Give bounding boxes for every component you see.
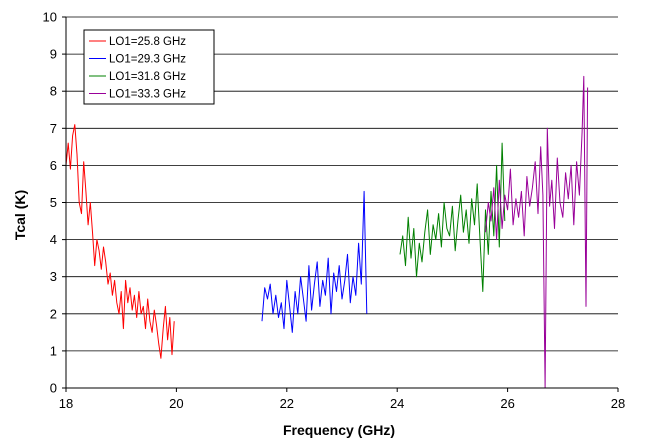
- y-tick-label: 6: [50, 158, 57, 173]
- tick-labels: 0 1 2 3 4 5 6 7 8 9 10 18 20 22 24 26 28: [43, 10, 626, 412]
- x-tick-label: 22: [280, 396, 294, 411]
- x-tick-label: 26: [500, 396, 514, 411]
- y-tick-label: 3: [50, 269, 57, 284]
- x-axis-title: Frequency (GHz): [283, 422, 395, 438]
- legend-items: LO1=25.8 GHz LO1=29.3 GHz LO1=31.8 GHz LO1=…: [89, 36, 186, 101]
- legend-label-3: LO1=31.8 GHz: [109, 71, 186, 83]
- y-tick-label: 10: [43, 10, 57, 25]
- legend-label-2: LO1=29.3 GHz: [109, 54, 186, 66]
- series-line-3: [399, 142, 506, 292]
- y-tick-label: 8: [50, 84, 57, 99]
- y-tick-label: 2: [50, 306, 57, 321]
- legend: LO1=25.8 GHz LO1=29.3 GHz LO1=31.8 GHz LO1=…: [83, 29, 215, 105]
- y-tick-label: 5: [50, 195, 57, 210]
- y-axis-title: Tcal (K): [12, 190, 28, 240]
- gridlines: [66, 16, 618, 352]
- y-tick-label: 9: [50, 47, 57, 62]
- x-tick-label: 24: [390, 396, 404, 411]
- series-line-2: [261, 190, 368, 333]
- legend-label-1: LO1=25.8 GHz: [109, 36, 186, 48]
- x-tick-label: 18: [59, 396, 73, 411]
- x-tick-label: 28: [611, 396, 625, 411]
- plot-series: [66, 75, 589, 388]
- legend-label-4: LO1=33.3 GHz: [109, 89, 186, 101]
- legend-box: [83, 29, 215, 105]
- y-tick-label: 4: [50, 232, 57, 247]
- y-tick-label: 7: [50, 121, 57, 136]
- series-line-4: [485, 75, 589, 388]
- x-tick-label: 20: [169, 396, 183, 411]
- y-tick-label: 1: [50, 343, 57, 358]
- series-line-1: [66, 124, 175, 359]
- y-tick-label: 0: [50, 381, 57, 396]
